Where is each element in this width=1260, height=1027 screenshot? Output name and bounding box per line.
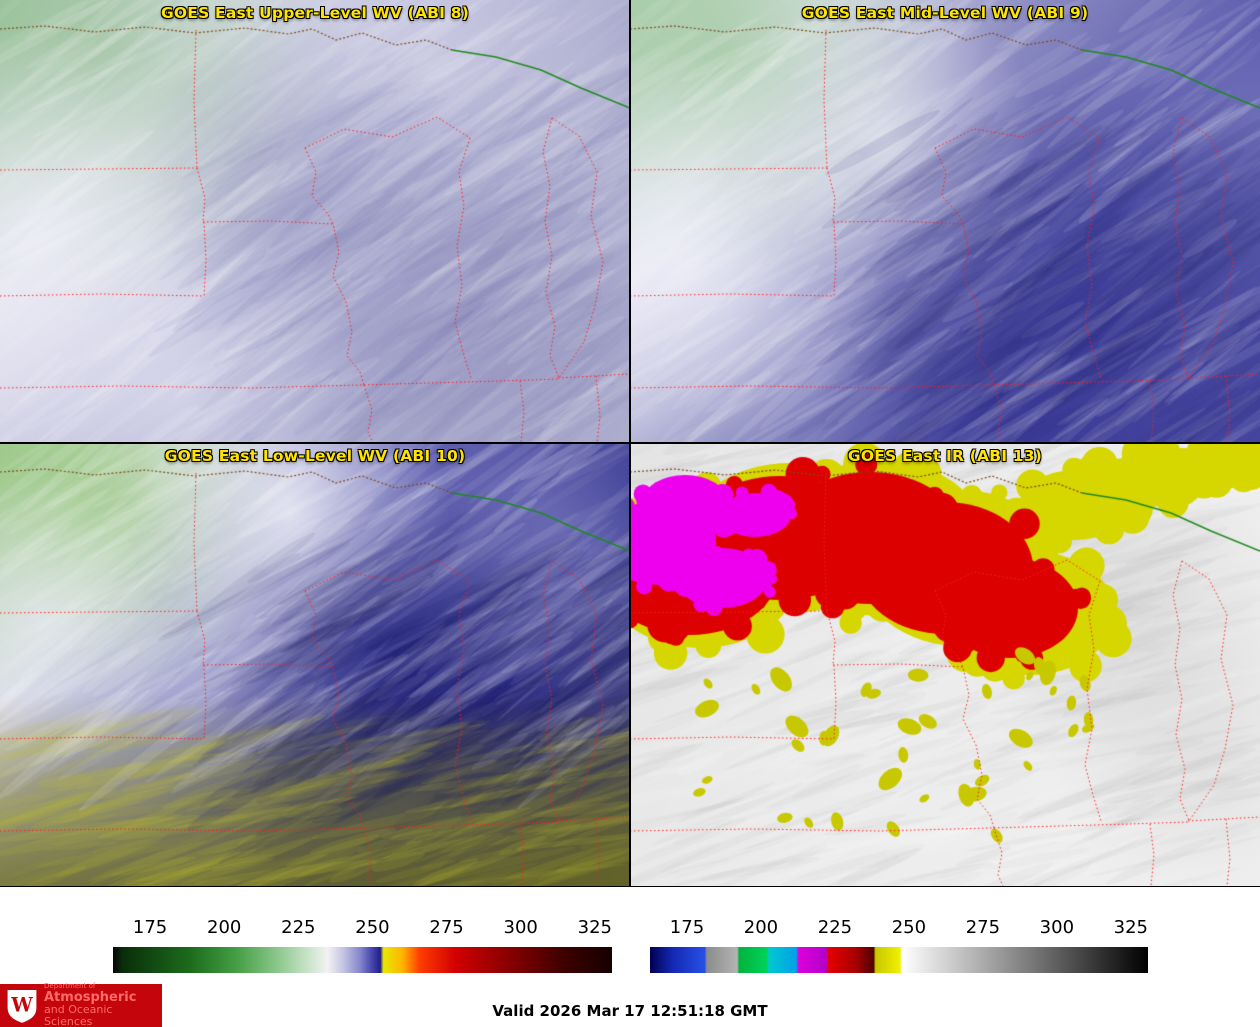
colorbar-tick-label: 325 bbox=[577, 917, 612, 938]
uw-aos-logo: W Department of Atmospheric and Oceanic … bbox=[0, 982, 162, 1027]
uw-crest-icon: W bbox=[7, 989, 37, 1023]
valid-timestamp: Valid 2026 Mar 17 12:51:18 GMT bbox=[492, 1002, 768, 1020]
colorbar-tick-label: 275 bbox=[965, 917, 1001, 938]
panel-title-abi8: GOES East Upper-Level WV (ABI 8) bbox=[160, 4, 470, 22]
panel-title-abi13: GOES East IR (ABI 13) bbox=[847, 447, 1043, 465]
wv-colorbar-ticks: 175 200 225 250 275 300 325 bbox=[113, 917, 612, 942]
satellite-image-abi9 bbox=[630, 0, 1260, 443]
wv-colorbar-gradient bbox=[113, 947, 612, 973]
panel-low-level-wv: GOES East Low-Level WV (ABI 10) bbox=[0, 443, 630, 886]
uw-logo-text: Department of Atmospheric and Oceanic Sc… bbox=[44, 982, 156, 1027]
ir-colorbar-ticks: 175 200 225 250 275 300 325 bbox=[650, 917, 1148, 942]
colorbar-tick-label: 200 bbox=[206, 917, 242, 938]
panel-title-abi10: GOES East Low-Level WV (ABI 10) bbox=[164, 447, 466, 465]
ir-colorbar: 175 200 225 250 275 300 325 bbox=[650, 917, 1148, 979]
colorbar-tick-label: 225 bbox=[817, 917, 853, 938]
svg-text:W: W bbox=[10, 993, 33, 1016]
satellite-image-abi10 bbox=[0, 443, 630, 886]
wv-colorbar: 175 200 225 250 275 300 325 bbox=[113, 917, 612, 979]
colorbar-tick-label: 325 bbox=[1113, 917, 1149, 938]
panel-ir: GOES East IR (ABI 13) bbox=[630, 443, 1260, 886]
colorbar-tick-label: 250 bbox=[355, 917, 390, 938]
colorbar-tick-label: 300 bbox=[1039, 917, 1075, 938]
colorbar-tick-label: 250 bbox=[891, 917, 927, 938]
colorbar-tick-label: 175 bbox=[132, 917, 168, 938]
logo-line-oceanic: and Oceanic Sciences bbox=[44, 1003, 113, 1027]
logo-line-department: Department of bbox=[44, 982, 96, 991]
colorbar-tick-label: 175 bbox=[669, 917, 705, 938]
map-bottom-border bbox=[0, 886, 1260, 887]
colorbar-tick-label: 300 bbox=[503, 917, 538, 938]
colorbar-tick-label: 200 bbox=[743, 917, 779, 938]
colorbar-tick-label: 275 bbox=[429, 917, 464, 938]
panel-upper-level-wv: GOES East Upper-Level WV (ABI 8) bbox=[0, 0, 630, 443]
panel-divider-horizontal bbox=[0, 442, 1260, 444]
satellite-image-abi13 bbox=[630, 443, 1260, 886]
ir-colorbar-gradient bbox=[650, 947, 1148, 973]
colorbar-tick-label: 225 bbox=[281, 917, 316, 938]
panel-title-abi9: GOES East Mid-Level WV (ABI 9) bbox=[801, 4, 1089, 22]
panel-mid-level-wv: GOES East Mid-Level WV (ABI 9) bbox=[630, 0, 1260, 443]
logo-line-atmospheric: Atmospheric bbox=[44, 989, 137, 1005]
satellite-image-abi8 bbox=[0, 0, 630, 443]
